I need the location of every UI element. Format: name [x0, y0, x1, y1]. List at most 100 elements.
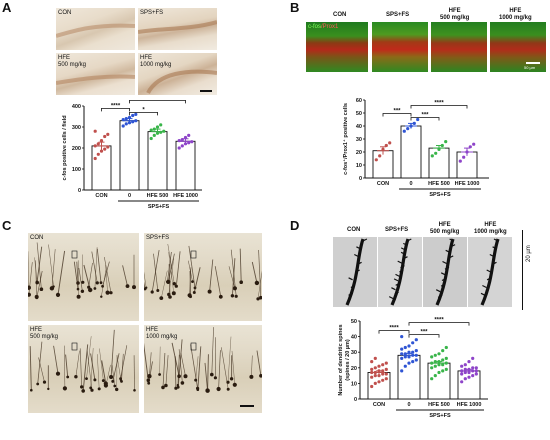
- data-point: [463, 370, 467, 375]
- micrograph-a-hfe1000: HFE 1000 mg/kg: [138, 53, 217, 95]
- dendritic-spine: [482, 284, 487, 289]
- neuron-dendrite: [65, 354, 69, 378]
- data-point: [471, 369, 475, 373]
- neuron-soma: [239, 280, 243, 284]
- neuron-soma: [180, 381, 185, 385]
- y-tick-label: 200: [72, 146, 81, 152]
- x-tick-label: HFE 1000: [457, 402, 482, 408]
- neuron-dendrite: [190, 344, 198, 389]
- neuron-soma: [254, 280, 260, 286]
- neuron-dendrite: [214, 266, 222, 297]
- dendritic-spine: [357, 261, 362, 265]
- dendrite-d-hfe1000: [468, 237, 512, 307]
- neuron-dendrite: [111, 365, 116, 387]
- micro-label-c-hfe1000: HFE 1000 mg/kg: [146, 327, 178, 340]
- data-point: [433, 353, 437, 357]
- dendritic-spine: [395, 282, 400, 286]
- data-point: [124, 122, 128, 126]
- neuron-soma: [109, 291, 113, 295]
- dendritic-spine: [444, 266, 450, 270]
- neuron-soma: [232, 382, 237, 387]
- scale-bar-b: [526, 62, 540, 64]
- dendrite-d-con: [333, 237, 377, 307]
- neuron-dendrite: [121, 353, 124, 382]
- data-point: [433, 374, 437, 378]
- data-point: [460, 372, 464, 376]
- neuron-soma: [171, 291, 176, 296]
- dendritic-spine: [486, 269, 491, 273]
- neuron-soma: [205, 388, 210, 393]
- data-point: [134, 119, 138, 123]
- significance-stars: ****: [111, 103, 121, 109]
- data-point: [370, 384, 374, 389]
- micro-label-c-hfe500: HFE 500 mg/kg: [30, 327, 59, 340]
- neuron-soma: [80, 289, 85, 293]
- neuron-soma: [161, 385, 165, 390]
- data-point: [403, 355, 407, 359]
- data-point: [373, 370, 377, 375]
- x-tick-label: CON: [373, 402, 385, 408]
- neuron-soma: [88, 287, 93, 293]
- neuron-dendrite: [91, 251, 98, 283]
- neuron-soma: [85, 377, 88, 380]
- data-point: [441, 358, 445, 362]
- neuron-soma: [259, 374, 262, 378]
- data-point: [441, 349, 445, 353]
- y-tick-label: 400: [72, 104, 81, 110]
- channel-label-red: /Prox1: [321, 24, 339, 30]
- neuron-soma: [115, 387, 119, 392]
- data-point: [411, 350, 415, 354]
- dendritic-spine: [350, 284, 356, 289]
- x-tick-label: HFE 1000: [455, 181, 480, 187]
- dendritic-spine: [492, 246, 497, 250]
- panel-letter-b: B: [290, 0, 300, 15]
- chart-b: 0 10 20 30 40 50 60 c-fos⁺/Prox1⁺ positive cell…: [342, 98, 489, 198]
- neuron-dendrite: [36, 246, 43, 282]
- y-axis-label: c-fos⁺/Prox1⁺ positive cells: [342, 103, 349, 175]
- neuron-dendrite: [90, 348, 94, 388]
- neuron-soma: [52, 285, 55, 288]
- neuron-dendrite: [101, 360, 107, 384]
- neuron-dendrite: [256, 350, 262, 376]
- panel-letter-a: A: [2, 0, 12, 15]
- neuron-dendrite: [144, 281, 146, 289]
- neuron-soma: [113, 384, 117, 388]
- neuron-soma: [95, 281, 99, 285]
- scale-bar-a: [200, 90, 212, 92]
- neuron-dendrite: [162, 352, 166, 388]
- neuron-soma: [81, 389, 85, 393]
- micrograph-b-sps: [372, 22, 428, 72]
- micro-label-a-sps: SPS+FS: [140, 10, 164, 16]
- dendritic-spine: [407, 238, 412, 242]
- neuron-soma: [207, 289, 212, 294]
- data-point: [103, 134, 107, 139]
- dendritic-spine: [399, 269, 404, 273]
- data-point: [437, 147, 441, 151]
- dendritic-spine: [348, 277, 353, 281]
- data-point: [377, 364, 381, 368]
- y-axis-label: Number of dendritic spines: [338, 324, 344, 395]
- data-point: [99, 139, 104, 143]
- neuron-soma: [218, 294, 223, 299]
- data-point: [384, 361, 388, 365]
- neuron-soma: [89, 386, 93, 390]
- data-point: [381, 363, 385, 367]
- y-tick-label: 20: [351, 366, 357, 372]
- neuron-dendrite: [90, 353, 96, 380]
- dendritic-spine: [393, 278, 399, 282]
- data-point: [467, 360, 471, 364]
- dendritic-spine: [440, 272, 446, 276]
- data-point: [131, 113, 135, 118]
- y-tick-label: 30: [351, 350, 357, 356]
- data-point: [444, 361, 448, 365]
- chart-a: 0 100 200 300 400 c-fos positive cells / fiel…: [62, 98, 202, 210]
- dendrite-shaft: [435, 238, 455, 306]
- data-point: [472, 142, 476, 146]
- significance-bracket: [408, 322, 470, 326]
- data-point: [121, 124, 125, 128]
- data-point: [370, 367, 374, 371]
- significance-bracket: [410, 117, 440, 121]
- neuron-soma: [35, 296, 39, 300]
- y-tick-label: 30: [356, 137, 362, 143]
- label-b-sps: SPS+FS: [386, 12, 410, 18]
